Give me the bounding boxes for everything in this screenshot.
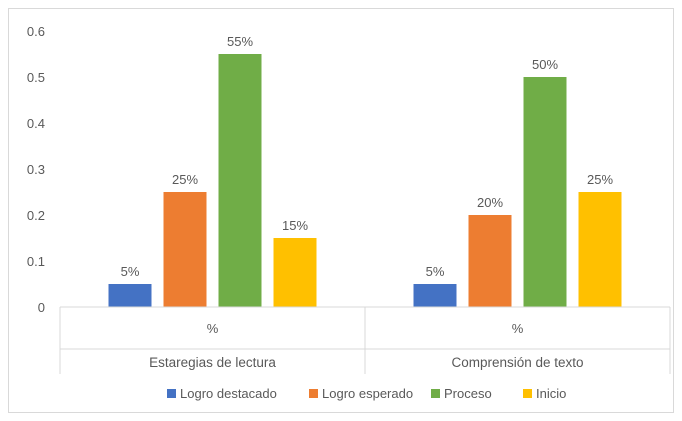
y-tick-label: 0.2 xyxy=(27,208,45,223)
y-tick-label: 0.1 xyxy=(27,254,45,269)
y-tick-label: 0.5 xyxy=(27,70,45,85)
bar xyxy=(273,238,317,307)
x-axis: % Estaregias de lectura% Comprensión de te… xyxy=(59,306,671,374)
bar xyxy=(108,284,152,307)
y-tick-label: 0.3 xyxy=(27,162,45,177)
legend-label: Proceso xyxy=(444,386,492,401)
legend-label: Logro destacado xyxy=(180,386,277,401)
data-label: 15% xyxy=(282,218,308,233)
x-category-label: Estaregias de lectura xyxy=(149,355,276,370)
data-label: 20% xyxy=(477,195,503,210)
legend-label: Inicio xyxy=(536,386,566,401)
bar xyxy=(468,215,512,307)
bar xyxy=(413,284,457,307)
legend-swatch xyxy=(167,389,176,398)
x-sublabel: % xyxy=(207,321,219,336)
legend: Logro destacado Logro esperado Proceso Inic… xyxy=(167,386,566,401)
bar xyxy=(523,77,567,307)
x-sublabel: % xyxy=(512,321,524,336)
data-label: 25% xyxy=(587,172,613,187)
legend-swatch xyxy=(523,389,532,398)
x-category-label: Comprensión de texto xyxy=(451,355,583,370)
data-label: 5% xyxy=(426,264,445,279)
chart-frame: 0 0.1 0.2 0.3 0.4 0.5 0.6 5% 25% 55% 15% 5% 20% 50% 2… xyxy=(8,8,674,413)
data-label: 25% xyxy=(172,172,198,187)
bar xyxy=(163,192,207,307)
bars: 5% 25% 55% 15% 5% 20% 50% 25% xyxy=(108,34,622,307)
y-tick-label: 0.4 xyxy=(27,116,45,131)
data-label: 55% xyxy=(227,34,253,49)
legend-swatch xyxy=(431,389,440,398)
bar xyxy=(578,192,622,307)
y-axis: 0 0.1 0.2 0.3 0.4 0.5 0.6 xyxy=(27,24,45,315)
data-label: 50% xyxy=(532,57,558,72)
bar xyxy=(218,54,262,307)
y-tick-label: 0.6 xyxy=(27,24,45,39)
legend-swatch xyxy=(309,389,318,398)
bar-chart: 0 0.1 0.2 0.3 0.4 0.5 0.6 5% 25% 55% 15% 5% 20% 50% 2… xyxy=(27,24,671,401)
legend-label: Logro esperado xyxy=(322,386,413,401)
y-tick-label: 0 xyxy=(38,300,45,315)
data-label: 5% xyxy=(121,264,140,279)
